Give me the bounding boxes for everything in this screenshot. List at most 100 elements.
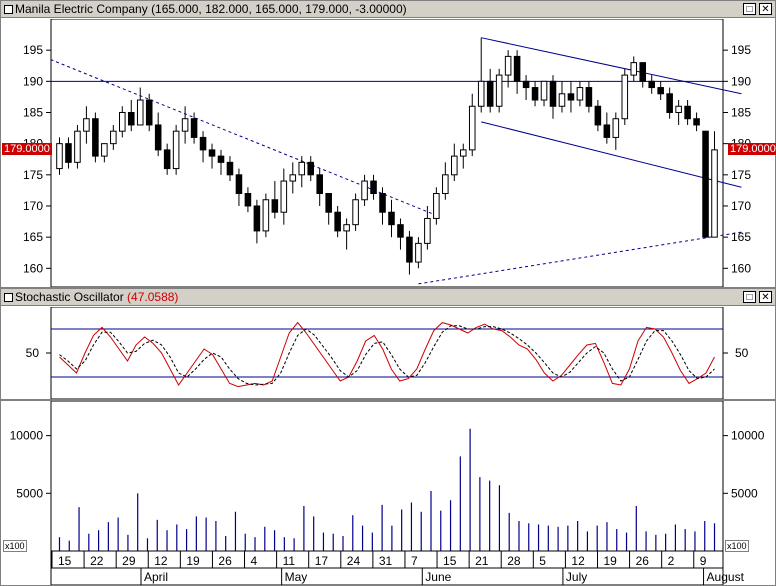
- candle-body: [271, 199, 279, 213]
- date-tick-label: 12: [571, 554, 585, 568]
- candle-body: [226, 161, 234, 176]
- candle-body: [451, 155, 458, 176]
- price-y-label-left: 190: [23, 74, 43, 88]
- candle-body: [477, 80, 485, 107]
- date-tick-label: 28: [507, 554, 521, 568]
- panel-menu-icon[interactable]: [4, 5, 13, 14]
- date-tick-label: 15: [58, 554, 72, 568]
- candle-body: [424, 217, 431, 244]
- candle-body: [486, 80, 494, 107]
- volume-plot-area: [50, 401, 724, 552]
- candle-body: [163, 149, 171, 170]
- price-panel: Manila Electric Company (165.000, 182.00…: [0, 0, 776, 288]
- date-tick-label: 17: [315, 554, 329, 568]
- close-button[interactable]: ✕: [759, 291, 772, 303]
- price-y-label-left: 195: [23, 43, 43, 57]
- candle-body: [442, 174, 449, 195]
- panel-menu-icon[interactable]: [4, 293, 13, 302]
- candle-body: [549, 80, 557, 107]
- stochastic-panel-titlebar: Stochastic Oscillator (47.0588) □ ✕: [1, 289, 775, 306]
- candle-body: [585, 87, 593, 107]
- volume-scale-label-left: x100: [3, 540, 27, 552]
- candle-body: [612, 118, 620, 138]
- candle-body: [576, 87, 584, 101]
- candle-body: [513, 55, 521, 82]
- candle-body: [522, 80, 530, 89]
- candle-body: [648, 80, 655, 89]
- candle-body: [675, 105, 682, 113]
- candle-body: [343, 224, 350, 232]
- candle-body: [558, 93, 566, 107]
- date-tick-label: 19: [186, 554, 200, 568]
- candle-body: [181, 118, 189, 132]
- channel-lower-line: [481, 121, 742, 188]
- price-y-label-right: 160: [731, 261, 751, 275]
- price-y-label-right: 165: [731, 230, 751, 244]
- month-label: June: [425, 570, 451, 584]
- price-y-label-left: 175: [23, 168, 43, 182]
- volume-panel: 5000 5000 10000 10000 15 22 29 12 19 26 4 11 17 24 31…: [0, 400, 776, 586]
- stochastic-chart: 50 50: [26, 307, 749, 399]
- date-tick-label: 15: [443, 554, 457, 568]
- date-tick-label: 11: [283, 554, 296, 568]
- candle-body: [540, 80, 548, 101]
- price-y-label-right: 170: [731, 199, 751, 213]
- last-price-badge-left: 179.0000: [2, 143, 52, 155]
- candle-body: [531, 87, 539, 101]
- candle-body: [244, 193, 252, 207]
- date-tick-label: 12: [154, 554, 168, 568]
- candle-body: [702, 130, 709, 238]
- stoch-d-line: [59, 325, 715, 386]
- candle-body: [415, 242, 422, 263]
- candle-body: [92, 118, 99, 157]
- candle-body: [172, 130, 180, 170]
- candle-body: [190, 118, 198, 138]
- price-plot-area: [50, 19, 724, 287]
- channel-upper-line: [481, 37, 742, 95]
- date-tick-label: 7: [411, 554, 418, 568]
- stochastic-panel-title: Stochastic Oscillator: [15, 290, 124, 304]
- candle-body: [235, 174, 243, 195]
- price-y-label-right: 185: [731, 105, 751, 119]
- candle-body: [495, 74, 503, 107]
- close-button[interactable]: ✕: [759, 3, 772, 15]
- candle-body: [684, 105, 691, 120]
- candle-body: [325, 193, 332, 213]
- candle-body: [119, 111, 126, 132]
- candle-body: [83, 118, 90, 132]
- candle-body: [199, 136, 207, 151]
- candle-body: [136, 99, 144, 126]
- candle-body: [110, 130, 117, 145]
- date-tick-label: 26: [218, 554, 232, 568]
- candle-body: [468, 105, 476, 151]
- date-tick-label: 2: [668, 554, 675, 568]
- candle-body: [388, 211, 395, 226]
- candle-body: [253, 205, 261, 232]
- date-tick-label: 9: [700, 554, 707, 568]
- price-panel-title: Manila Electric Company: [15, 2, 148, 16]
- candle-body: [603, 124, 611, 138]
- restore-button[interactable]: □: [743, 3, 756, 15]
- candle-body: [145, 99, 153, 126]
- candle-body: [639, 62, 647, 82]
- volume-y-label-left: 10000: [10, 429, 44, 443]
- date-tick-label: 29: [122, 554, 136, 568]
- price-panel-titlebar: Manila Electric Company (165.000, 182.00…: [1, 1, 775, 18]
- date-tick-label: 22: [90, 554, 104, 568]
- date-tick-label: 19: [603, 554, 617, 568]
- restore-button[interactable]: □: [743, 291, 756, 303]
- month-label: May: [285, 570, 308, 584]
- candle-body: [657, 87, 664, 95]
- month-label: July: [566, 570, 587, 584]
- volume-y-label-left: 5000: [16, 486, 43, 500]
- candle-body: [280, 180, 288, 213]
- candle-body: [127, 111, 135, 126]
- price-y-label-left: 165: [23, 230, 43, 244]
- date-tick-label: 31: [379, 554, 393, 568]
- candle-body: [621, 74, 629, 120]
- price-y-label-right: 195: [731, 43, 751, 57]
- candle-body: [594, 105, 602, 126]
- candle-body: [307, 161, 315, 176]
- price-y-label-left: 185: [23, 105, 43, 119]
- candle-body: [379, 193, 386, 213]
